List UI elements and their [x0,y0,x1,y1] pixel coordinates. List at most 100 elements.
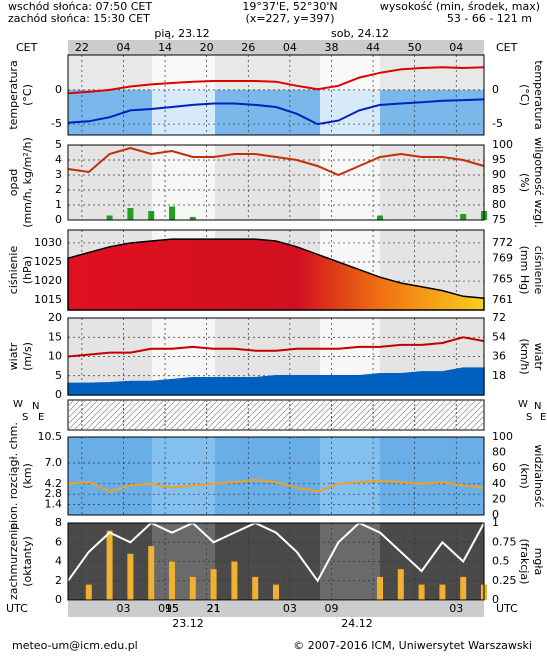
utc-label: UTC [6,602,28,615]
date: sob, 24.12 [331,27,389,40]
panel: 1.42.84.2 7.0 10.5 0 20 40 60 80 100 pion. rozcią… [7,422,545,530]
y-tick-label: 0 [55,83,62,96]
y2-tick-label: 769 [492,252,513,265]
wind-e: E [38,412,44,423]
y-tick-label: 15 [48,330,62,343]
cet-label: CET [496,41,518,54]
y-tick-label: 0 [55,388,62,401]
y2-tick-label: 85 [492,183,506,196]
x-tick-label: 04 [449,41,463,54]
y-tick-label: 1015 [34,293,62,306]
y2-axis-title: mgła [532,548,545,576]
x-tick-label: 21 [207,602,221,615]
y-tick-label: 4 [55,153,62,166]
top-axis-band [68,40,484,55]
date: 24.12 [341,617,373,630]
y2-tick-label: 95 [492,153,506,166]
x-tick-label: 44 [366,41,380,54]
y2-tick-label: 772 [492,236,513,249]
wind-s: S [22,412,28,423]
line [67,98,485,126]
panel-frame [67,317,485,396]
y-tick-label: 20 [48,311,62,324]
y-tick-label: -5 [51,117,62,130]
y-tick-label: 5 [55,138,62,151]
header: wschód słońca: 07:50 CET zachód słońca: … [8,0,540,25]
y-tick-label: 0 [55,593,62,606]
y2-tick-label: 54 [492,330,506,343]
bar [460,576,467,600]
x-tick-label: 50 [408,41,422,54]
y2-tick-label: 100 [492,430,513,443]
y2-tick-label: 0.25 [492,574,517,587]
y2-tick-label: -5 [492,117,503,130]
area [67,367,485,396]
grid-point: (x=227, y=397) [245,12,334,25]
y-axis-title: (mm/h, kg/m²/h) [21,137,34,228]
y-axis-title: wiatr [7,342,20,370]
y2-axis-title: temperatura [532,60,545,129]
y-tick-label: 2.8 [45,487,63,500]
y-tick-label: 2 [55,574,62,587]
x-tick-label: 21 [207,602,221,615]
y2-tick-label: 0 [492,508,499,521]
y2-tick-label: 765 [492,272,513,285]
sunset: zachód słońca: 15:30 CET [8,12,150,25]
y2-axis-title: ciśnienie [532,246,545,295]
y-tick-label: 10 [48,350,62,363]
x-tick-label: 22 [75,41,89,54]
wind-direction-arrows [68,400,484,430]
x-tick-label: 14 [158,41,172,54]
area [67,238,485,311]
copyright: © 2007-2016 ICM, Uniwersytet Warszawski [293,639,532,652]
y2-axis-title: wiatr [532,343,545,371]
bar [460,214,467,220]
y2-axis-title: (%) [518,173,531,192]
y-axis-title: zachmurzenie [7,523,20,600]
x-tick-label: 03 [116,602,130,615]
y-axis-title: (km) [21,463,34,489]
daylight [152,437,215,515]
email: meteo-um@icm.edu.pl [12,639,138,652]
bar [148,546,155,600]
line [67,336,485,358]
bar [189,217,196,220]
y-tick-label: 3 [55,168,62,181]
y-tick-label: 1.4 [45,498,63,511]
line [67,478,485,493]
y-tick-label: 1030 [34,236,62,249]
x-tick-label: 04 [116,41,130,54]
bar [377,576,383,600]
y-axis-title: (°C) [21,84,34,106]
bar [148,211,155,220]
daylight [320,145,380,220]
y-tick-label: 6 [55,535,62,548]
panel-frame [67,144,485,221]
wind-w: W [13,399,23,410]
bottom-axis-band [68,601,484,617]
coords: 19°37'E, 52°30'N [242,0,337,13]
x-tick-label: 03 [449,602,463,615]
x-tick-label: 09 [324,602,338,615]
y-axis-title: (hPa) [21,256,34,284]
x-tick-label: 26 [241,41,255,54]
bar [210,569,217,600]
heights: 53 - 66 - 121 m [447,12,532,25]
y-tick-label: 4.2 [45,477,63,490]
y2-tick-label: 0 [492,593,499,606]
panel: 0 1 2 3 4 5 75 80 85 90 95 100 opad (mm/h, kg/m²/h) (%… [7,137,545,228]
y-axis-title: temperatura [7,60,20,129]
y2-tick-label: 40 [492,477,506,490]
x-tick-label: 20 [200,41,214,54]
line [67,66,485,95]
panel: 0 2 4 6 8 0 0.25 0.5 0.75 1 zachmurzenie (oktanty) (… [7,516,545,606]
bar [397,569,404,600]
daylight [320,437,380,515]
wind-e: E [540,412,546,423]
y-axis-title: ciśnienie [7,246,20,295]
y2-tick-label: 60 [492,461,506,474]
